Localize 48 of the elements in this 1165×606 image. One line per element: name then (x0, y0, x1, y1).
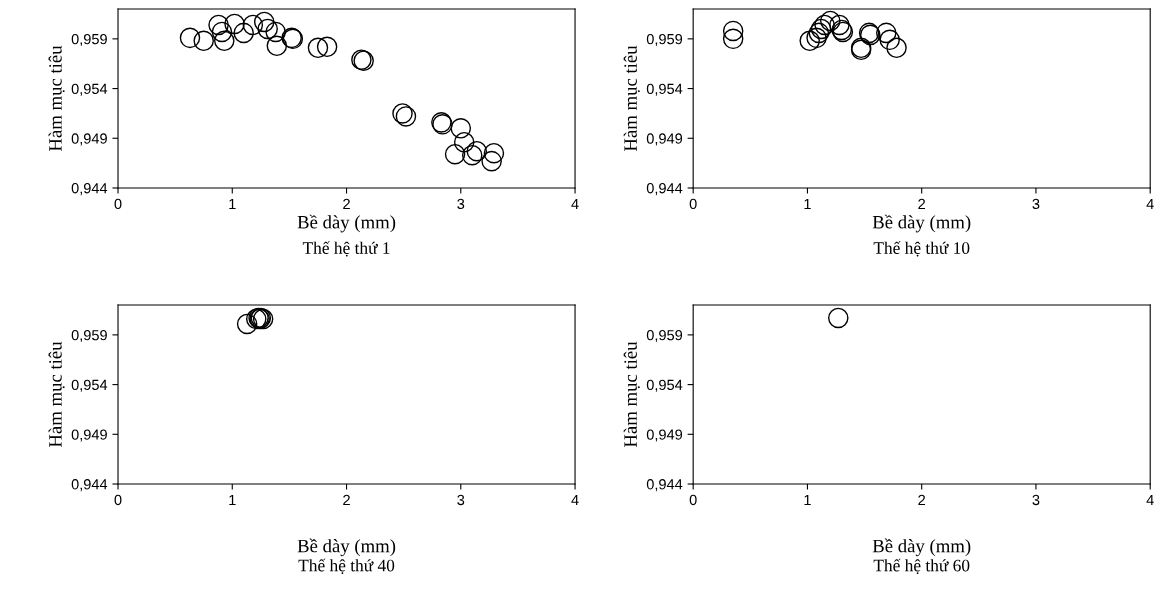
x-tick-label: 1 (229, 494, 236, 505)
x-tick-label: 2 (343, 494, 350, 505)
y-axis-title: Hàm mục tiêu (623, 45, 640, 152)
y-tick-label: 0,944 (71, 479, 108, 492)
x-tick-label: 1 (804, 494, 811, 505)
y-tick-label: 0,954 (71, 379, 108, 392)
x-tick-label: 3 (457, 494, 465, 506)
y-tick-label: 0,959 (71, 329, 107, 343)
x-tick-label: 4 (571, 494, 579, 505)
x-tick-label: 0 (114, 494, 122, 506)
x-tick-label: 2 (918, 494, 926, 505)
x-axis-title: Bề dày (mm) (297, 214, 396, 233)
x-tick-label: 1 (229, 198, 236, 209)
x-tick-label: 3 (1032, 198, 1040, 210)
y-tick-label: 0,954 (71, 83, 108, 96)
text: Thế hệ thứ 40 (298, 558, 395, 575)
x-axis-title: Bề dày (mm) (872, 538, 971, 557)
x-tick-label: 2 (343, 198, 350, 209)
x-tick-label: 0 (689, 494, 697, 506)
x-tick-label: 1 (804, 198, 811, 209)
y-tick-label: 0,954 (646, 379, 683, 392)
y-tick-label: 0,949 (646, 429, 683, 442)
y-tick-label: 0,949 (71, 133, 107, 146)
x-tick-label: 3 (1032, 494, 1040, 506)
y-tick-label: 0,944 (646, 479, 683, 492)
y-tick-label: 0,959 (71, 33, 107, 47)
y-tick-label: 0,944 (71, 183, 108, 196)
text: Thế hệ thứ 60 (873, 558, 970, 575)
y-tick-label: 0,959 (646, 329, 683, 343)
x-tick-label: 2 (918, 198, 926, 209)
y-tick-label: 0,959 (646, 33, 683, 47)
text: Thế hệ thứ 10 (873, 241, 970, 257)
y-tick-label: 0,949 (646, 133, 683, 146)
y-axis-title: Hàm mục tiêu (623, 341, 640, 448)
y-axis-title: Hàm mục tiêu (48, 341, 65, 448)
x-axis-title: Bề dày (mm) (297, 538, 396, 557)
x-axis-title: Bề dày (mm) (872, 214, 971, 233)
text: Thế hệ thứ 1 (302, 241, 390, 257)
y-tick-label: 0,954 (646, 83, 683, 96)
y-axis-title: Hàm mục tiêu (48, 45, 65, 152)
x-tick-label: 4 (571, 198, 579, 209)
x-tick-label: 4 (1146, 494, 1154, 505)
x-tick-label: 0 (114, 198, 122, 210)
x-tick-label: 3 (457, 198, 465, 210)
x-tick-label: 4 (1146, 198, 1154, 209)
x-tick-label: 0 (689, 198, 697, 210)
y-tick-label: 0,949 (71, 429, 107, 442)
y-tick-label: 0,944 (646, 183, 683, 196)
